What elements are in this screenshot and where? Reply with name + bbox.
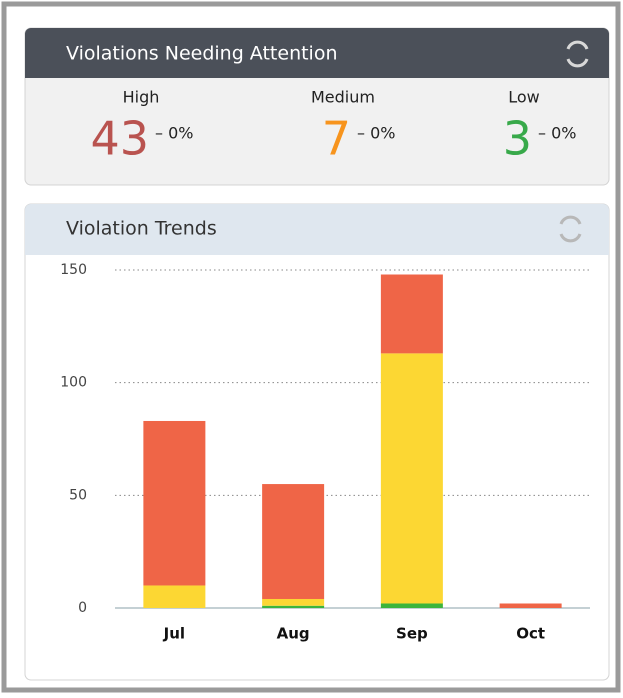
y-tick-label: 50 xyxy=(69,487,87,503)
bar-segment xyxy=(380,353,443,604)
x-tick-label: Sep xyxy=(396,625,428,643)
bar-segment xyxy=(262,598,325,606)
bar-segment xyxy=(262,484,325,599)
severity-label: High xyxy=(123,88,160,107)
refresh-icon[interactable] xyxy=(566,40,589,68)
severity-change: – 0% xyxy=(538,124,576,143)
bar-segment xyxy=(143,585,206,608)
x-tick-label: Jul xyxy=(163,625,185,643)
bar-segment xyxy=(143,420,206,586)
severity-change: – 0% xyxy=(357,124,395,143)
summary-header xyxy=(25,28,609,78)
x-tick-label: Aug xyxy=(277,625,310,643)
chart-title: Violation Trends xyxy=(66,218,217,240)
trend-panel xyxy=(24,203,610,681)
severity-label: Medium xyxy=(311,88,375,107)
bar-segment xyxy=(262,605,325,608)
severity-count: 3 xyxy=(503,112,532,166)
y-tick-label: 0 xyxy=(78,600,87,616)
summary-title: Violations Needing Attention xyxy=(66,43,338,65)
y-tick-label: 100 xyxy=(60,375,87,391)
x-tick-label: Oct xyxy=(516,625,545,643)
severity-change: – 0% xyxy=(155,124,193,143)
bar-segment xyxy=(380,603,443,608)
bar-segment xyxy=(499,603,562,608)
y-tick-label: 150 xyxy=(60,262,87,278)
severity-label: Low xyxy=(508,88,540,107)
severity-count: 7 xyxy=(322,112,351,166)
severity-count: 43 xyxy=(90,112,149,166)
trend-header xyxy=(25,204,609,255)
refresh-icon[interactable] xyxy=(559,215,582,243)
bar-segment xyxy=(380,274,443,354)
